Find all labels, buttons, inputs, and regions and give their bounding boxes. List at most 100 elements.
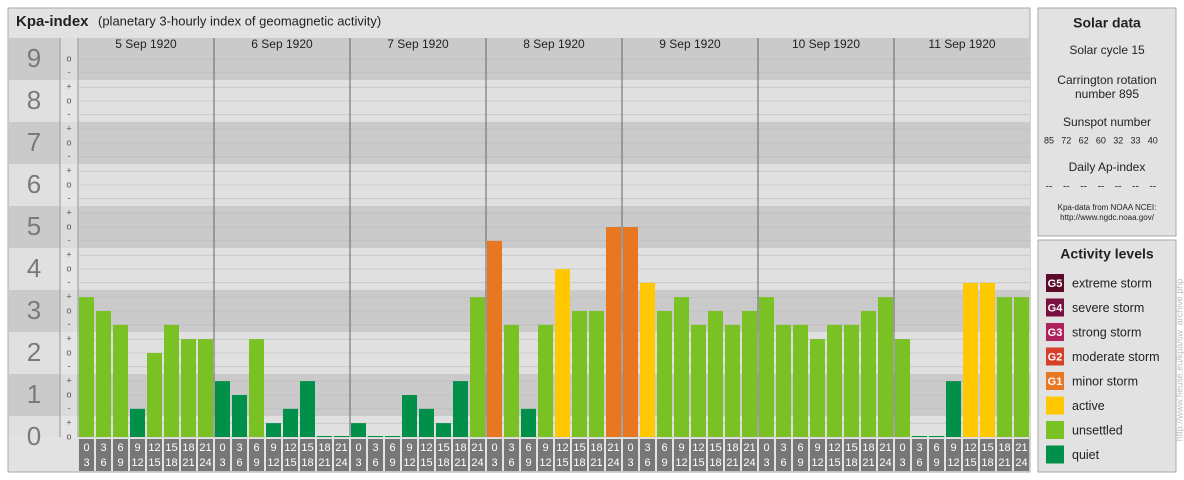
hour-label: 9 [678,442,684,454]
minor-tick-label: + [66,250,71,260]
hour-cell [368,439,383,471]
hour-cell [980,439,995,471]
date-label: 10 Sep 1920 [792,37,860,51]
hour-label: 9 [661,457,667,469]
minor-tick-label: o [66,137,71,147]
hour-cell [895,439,910,471]
sunspot-value: 40 [1148,135,1158,145]
level-swatch [1046,274,1064,292]
hour-cell [538,439,553,471]
hour-cell [997,439,1012,471]
hour-cell [351,439,366,471]
hour-cell [521,439,536,471]
hour-label: 12 [692,442,704,454]
hour-label: 6 [797,442,803,454]
bar [368,436,383,437]
hour-cell [640,439,655,471]
hour-cell [164,439,179,471]
hour-label: 3 [219,457,225,469]
ap-value: -- [1046,182,1053,193]
date-label: 9 Sep 1920 [659,37,721,51]
hour-label: 3 [644,442,650,454]
hour-label: 0 [491,442,497,454]
hour-cell [861,439,876,471]
minor-tick-label: - [68,403,71,413]
hour-label: 12 [947,457,959,469]
hour-cell [827,439,842,471]
level-label: unsettled [1072,423,1123,437]
level-label: extreme storm [1072,276,1152,290]
hour-label: 21 [998,457,1010,469]
bar [113,324,128,437]
hour-cell [419,439,434,471]
hour-label: 21 [590,457,602,469]
hour-cell [147,439,162,471]
hour-label: 6 [916,457,922,469]
y-tick-label: 5 [27,211,41,241]
hour-label: 3 [916,442,922,454]
level-swatch [1046,298,1064,317]
bar [351,423,366,437]
hour-label: 15 [573,442,585,454]
bar [249,339,264,437]
hour-cell [912,439,927,471]
hour-label: 24 [743,457,755,469]
sunspot-value: 85 [1044,135,1054,145]
hour-cell [453,439,468,471]
bar [96,311,111,437]
bar [861,311,876,437]
ap-value: -- [1115,182,1122,193]
bar [317,436,332,437]
hour-label: 6 [661,442,667,454]
level-label: moderate storm [1072,350,1160,364]
minor-tick-label: o [66,347,71,357]
bar [79,297,94,437]
minor-tick-label: + [66,82,71,92]
hour-label: 24 [335,457,347,469]
sunspot-value: 72 [1061,135,1071,145]
solar-panel [1037,7,1177,237]
hour-label: 9 [797,457,803,469]
bar [521,408,536,437]
watermark: http://www.fieuse.eu/kpa/sw_archive.php [1174,279,1184,442]
bar [640,282,655,437]
hour-label: 6 [644,457,650,469]
level-label: minor storm [1072,374,1138,388]
bar [487,240,502,437]
minor-tick-label: - [68,361,71,371]
minor-tick-label: - [68,67,71,77]
sunspot-value: 62 [1079,135,1089,145]
hour-label: 18 [454,442,466,454]
sunspot-value: 60 [1096,135,1106,145]
hour-label: 15 [828,457,840,469]
hour-label: 15 [692,457,704,469]
date-label: 6 Sep 1920 [251,37,313,51]
y-tick-label: 7 [27,127,41,157]
hour-label: 21 [607,442,619,454]
hour-label: 15 [709,442,721,454]
hour-cell [708,439,723,471]
y-tick-label: 9 [27,43,41,73]
bar [538,324,553,437]
hour-label: 9 [933,457,939,469]
hour-label: 9 [270,442,276,454]
hour-cell [283,439,298,471]
minor-tick-label: o [66,305,71,315]
y-tick-label: 1 [27,379,41,409]
rotation: Carrington rotation [1057,73,1156,87]
hour-label: 15 [148,457,160,469]
hour-label: 18 [845,457,857,469]
bar [844,324,859,437]
minor-tick-label: o [66,53,71,63]
hour-cell [334,439,349,471]
hour-label: 18 [573,457,585,469]
bar [708,311,723,437]
hour-label: 15 [964,457,976,469]
hour-label: 21 [726,457,738,469]
hour-cell [436,439,451,471]
date-label: 8 Sep 1920 [523,37,585,51]
minor-tick-label: - [68,319,71,329]
hour-label: 12 [131,457,143,469]
hour-label: 15 [165,442,177,454]
bar [963,282,978,437]
